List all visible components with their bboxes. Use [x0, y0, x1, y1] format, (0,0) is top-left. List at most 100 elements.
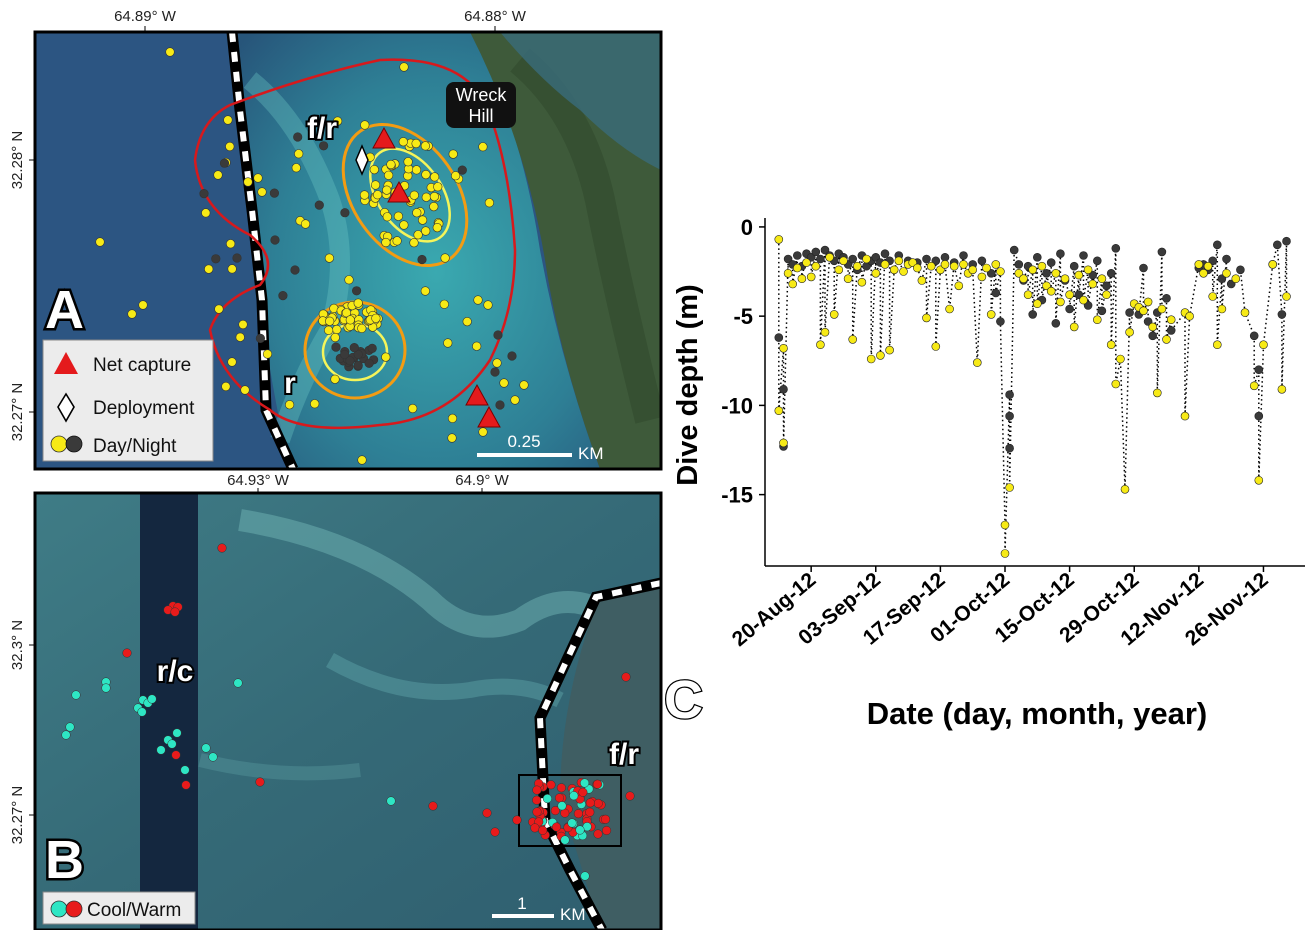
day-location-point	[421, 226, 431, 236]
day-location-point	[418, 215, 428, 225]
legend-net-capture-label: Net capture	[93, 355, 191, 376]
day-location-point	[330, 374, 340, 384]
night-dive-point	[940, 252, 950, 262]
day-dive-point	[1203, 261, 1213, 271]
day-location-point	[325, 316, 335, 326]
panel-b-y-label-1: 32.3° N	[9, 620, 26, 670]
boundary-line-b-dash	[536, 580, 661, 930]
warm-location-point	[592, 779, 603, 789]
day-location-point	[262, 349, 273, 359]
night-location-point	[495, 400, 505, 410]
panel-b-x-label-2: 64.9° W	[455, 472, 509, 489]
cool-location-point	[156, 745, 166, 755]
night-dive-point	[1162, 293, 1171, 303]
day-dive-point	[1000, 549, 1010, 558]
day-location-point	[165, 47, 175, 57]
place-label-line-2: Hill	[469, 106, 494, 126]
day-dive-point	[829, 310, 839, 319]
day-location-point	[227, 357, 237, 367]
day-location-point	[519, 380, 529, 390]
day-dive-point	[912, 263, 922, 273]
day-location-point	[462, 317, 472, 327]
day-location-point	[300, 219, 311, 229]
warm-location-point	[532, 807, 542, 817]
land-area-b	[560, 585, 661, 930]
day-dive-point	[977, 272, 987, 282]
warm-location-point	[538, 825, 548, 835]
x-axis-title: Date (day, month, year)	[867, 696, 1208, 731]
night-dive-point	[816, 254, 825, 264]
night-location-point	[278, 291, 288, 301]
net-capture-marker	[477, 405, 501, 428]
y-tick-label: 0	[741, 215, 753, 240]
day-location-point	[243, 177, 253, 187]
day-dive-point	[917, 276, 927, 285]
night-location-point	[293, 132, 303, 142]
net-capture-marker	[387, 180, 411, 203]
day-dive-point	[1014, 268, 1024, 278]
zone-label-rc: r/c	[157, 655, 194, 688]
day-dive-point	[788, 279, 798, 289]
warm-location-point	[585, 807, 595, 817]
day-dive-point	[1046, 286, 1056, 296]
day-location-point	[253, 173, 263, 183]
scale-bar-a-unit: KM	[578, 444, 604, 463]
day-location-point	[226, 239, 236, 249]
night-location-point	[490, 367, 500, 377]
day-dive-point	[1139, 306, 1148, 316]
day-dive-point	[839, 256, 848, 266]
warm-location-point	[532, 785, 542, 795]
day-location-point	[204, 264, 214, 274]
day-location-point	[443, 338, 453, 348]
night-dive-point	[1033, 252, 1042, 262]
day-location-point	[353, 298, 363, 308]
warm-location-point	[530, 823, 540, 833]
warm-location-point	[573, 809, 583, 819]
panel-c: 0-5-10-1520-Aug-1203-Sep-1217-Sep-1201-O…	[663, 215, 1305, 731]
day-location-point	[386, 159, 396, 170]
zone-label-fr: f/r	[307, 112, 337, 145]
panel-b: 64.93° W 64.9° W r/c f/r B Cool/Warm	[9, 472, 663, 930]
day-location-point	[420, 141, 431, 151]
night-location-point	[211, 254, 221, 264]
cool-location-point	[569, 791, 579, 801]
day-dive-point	[774, 235, 784, 244]
day-dive-point	[783, 268, 793, 278]
day-dive-point	[1069, 322, 1079, 332]
day-location-point	[412, 208, 422, 218]
day-dive-point	[802, 258, 811, 267]
day-location-point	[411, 138, 421, 149]
day-location-point	[213, 170, 223, 180]
day-dive-point	[1051, 268, 1061, 278]
day-dive-point	[885, 345, 894, 355]
warm-location-point	[482, 808, 492, 818]
day-dive-point	[1088, 279, 1097, 289]
sand-patch	[198, 753, 361, 781]
night-dive-point	[880, 249, 890, 258]
dive-track-line	[778, 239, 1288, 554]
day-dive-point	[1093, 315, 1102, 325]
day-dive-point	[848, 335, 858, 344]
legend-net-capture-icon	[54, 352, 78, 374]
night-dive-point	[779, 384, 788, 394]
day-location-point	[499, 378, 509, 388]
day-dive-point	[862, 254, 871, 264]
day-dive-point	[1106, 340, 1116, 350]
day-dive-point	[843, 274, 853, 284]
day-location-point	[324, 325, 334, 335]
night-dive-point	[1093, 256, 1102, 266]
day-location-point	[370, 180, 381, 190]
legend-a: Net capture Deployment Day/Night	[42, 339, 214, 462]
day-dive-point	[1166, 315, 1176, 325]
day-location-point	[399, 62, 409, 72]
boundary-line-dash	[229, 32, 296, 469]
day-location-point	[484, 198, 495, 208]
day-dive-point	[1282, 292, 1291, 301]
legend-deployment-icon	[57, 392, 75, 423]
day-location-point	[332, 324, 342, 335]
panel-b-map: r/c f/r B Cool/Warm 1 KM	[35, 493, 661, 930]
day-location-point	[429, 192, 440, 202]
day-dive-point	[1120, 484, 1130, 494]
day-location-point	[127, 309, 137, 319]
warm-location-point	[578, 787, 588, 797]
